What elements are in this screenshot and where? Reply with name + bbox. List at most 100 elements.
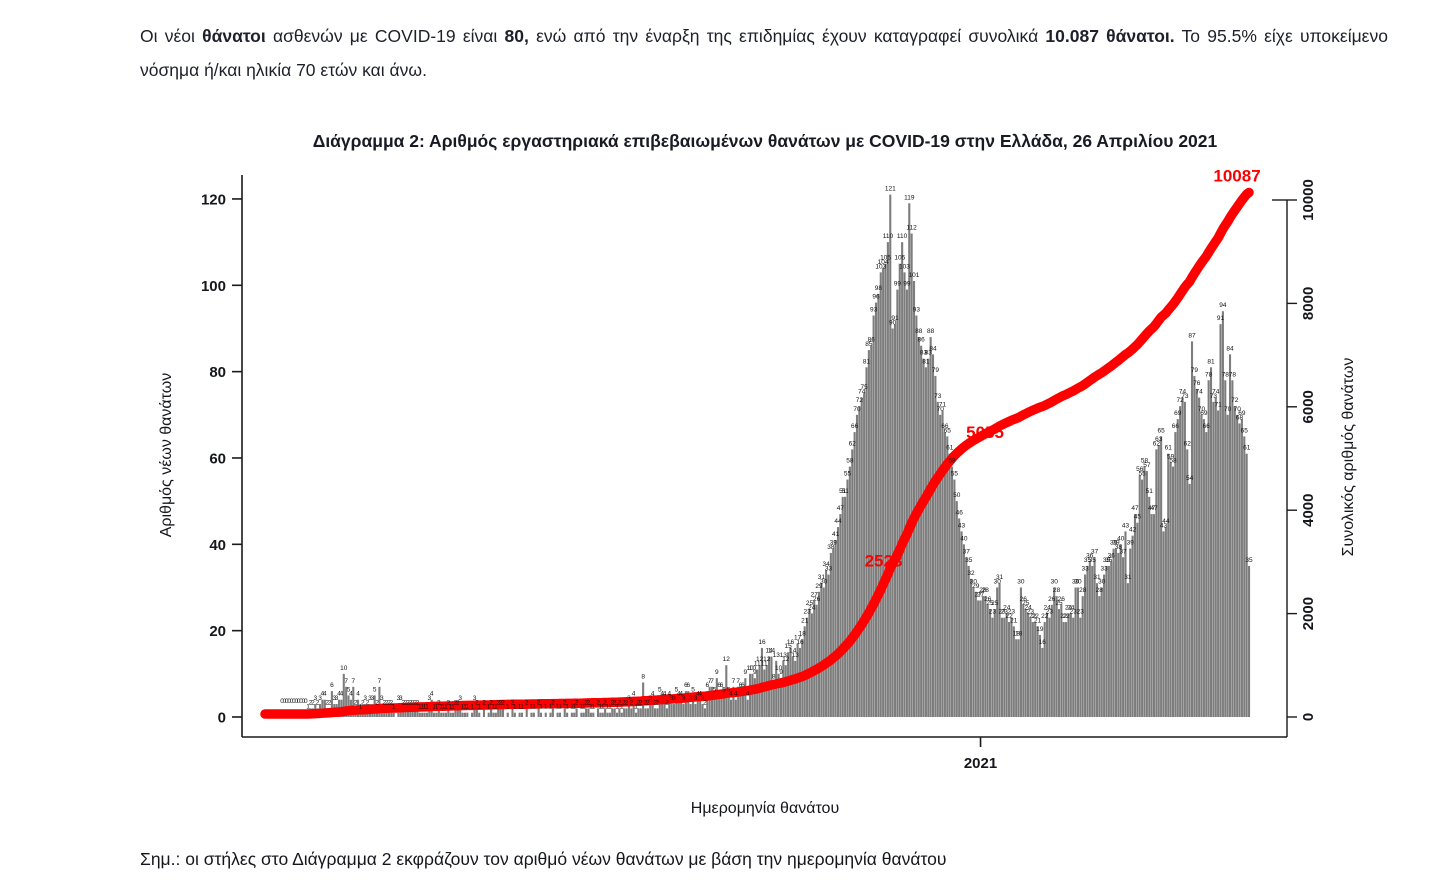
- intro-paragraph: Οι νέοι θάνατοι ασθενών με COVID-19 είνα…: [140, 19, 1388, 87]
- svg-text:2: 2: [456, 699, 460, 706]
- svg-text:2: 2: [511, 699, 515, 706]
- svg-text:69: 69: [1174, 410, 1182, 417]
- svg-text:1: 1: [477, 704, 481, 711]
- svg-text:2: 2: [328, 699, 332, 706]
- svg-text:45: 45: [1134, 514, 1142, 521]
- svg-text:93: 93: [913, 307, 921, 314]
- bar-value-labels: 0000000000012232344226334410754724123233…: [280, 186, 1253, 711]
- svg-text:35: 35: [1084, 557, 1092, 564]
- svg-text:5: 5: [722, 686, 726, 693]
- milestone-label-final: 10087: [1213, 167, 1260, 186]
- svg-text:3: 3: [627, 695, 631, 702]
- svg-text:1: 1: [306, 704, 310, 711]
- svg-text:66: 66: [851, 423, 859, 430]
- svg-text:81: 81: [863, 358, 871, 365]
- svg-text:6: 6: [705, 682, 709, 689]
- svg-text:70: 70: [1224, 406, 1232, 413]
- svg-text:30: 30: [1098, 579, 1106, 586]
- svg-text:70: 70: [1234, 406, 1242, 413]
- svg-text:62: 62: [1184, 440, 1192, 447]
- svg-text:3: 3: [694, 695, 698, 702]
- svg-text:31: 31: [1093, 574, 1101, 581]
- svg-text:2: 2: [625, 699, 629, 706]
- svg-text:96: 96: [872, 294, 880, 301]
- svg-text:4: 4: [349, 691, 353, 698]
- svg-text:65: 65: [944, 427, 952, 434]
- svg-text:42: 42: [1129, 527, 1137, 534]
- svg-text:19: 19: [1036, 626, 1044, 633]
- svg-text:1: 1: [558, 704, 562, 711]
- svg-text:5: 5: [675, 686, 679, 693]
- svg-text:31: 31: [996, 574, 1004, 581]
- svg-text:1: 1: [487, 704, 491, 711]
- svg-text:6: 6: [686, 682, 690, 689]
- svg-text:37: 37: [1119, 548, 1127, 555]
- svg-text:72: 72: [856, 397, 864, 404]
- svg-text:79: 79: [1191, 367, 1199, 374]
- svg-text:23: 23: [803, 609, 811, 616]
- svg-text:25: 25: [1055, 600, 1063, 607]
- svg-text:0: 0: [287, 698, 291, 705]
- svg-text:58: 58: [1169, 458, 1177, 465]
- svg-text:66: 66: [1172, 423, 1180, 430]
- svg-text:1: 1: [420, 704, 424, 711]
- svg-text:1: 1: [606, 704, 610, 711]
- svg-text:1: 1: [418, 704, 422, 711]
- svg-text:2: 2: [413, 699, 417, 706]
- left-axis-tick-label: 0: [218, 710, 226, 727]
- svg-text:99: 99: [903, 281, 911, 288]
- svg-text:4: 4: [677, 691, 681, 698]
- svg-text:69: 69: [1200, 410, 1208, 417]
- left-axis-tick-label: 80: [209, 364, 226, 381]
- svg-text:4: 4: [660, 691, 664, 698]
- svg-text:24: 24: [1043, 604, 1051, 611]
- axes: 0204060801001200200040006000800010000202…: [201, 175, 1317, 772]
- svg-text:58: 58: [1141, 458, 1149, 465]
- intro-text-segment: θάνατοι: [202, 26, 266, 46]
- svg-text:2: 2: [482, 699, 486, 706]
- svg-text:18: 18: [1015, 630, 1023, 637]
- svg-text:10: 10: [775, 665, 783, 672]
- svg-text:39: 39: [1110, 540, 1118, 547]
- svg-text:18: 18: [1013, 630, 1021, 637]
- svg-text:1: 1: [549, 704, 553, 711]
- right-axis-tick-label: 4000: [1300, 494, 1317, 527]
- svg-text:94: 94: [1219, 302, 1227, 309]
- svg-text:39: 39: [1112, 540, 1120, 547]
- svg-text:16: 16: [796, 639, 804, 646]
- svg-text:11: 11: [761, 661, 768, 668]
- svg-text:3: 3: [458, 695, 462, 702]
- svg-text:3: 3: [335, 695, 339, 702]
- svg-text:1: 1: [615, 704, 619, 711]
- svg-text:23: 23: [989, 609, 997, 616]
- svg-text:33: 33: [1081, 566, 1089, 573]
- svg-text:2: 2: [361, 699, 365, 706]
- svg-text:3: 3: [701, 695, 705, 702]
- svg-text:40: 40: [960, 535, 968, 542]
- svg-text:44: 44: [1162, 518, 1170, 525]
- svg-text:5: 5: [373, 686, 377, 693]
- left-axis-tick-label: 100: [201, 278, 226, 295]
- svg-text:37: 37: [1091, 548, 1099, 555]
- svg-text:91: 91: [891, 315, 899, 322]
- svg-text:1: 1: [580, 704, 584, 711]
- svg-text:59: 59: [1167, 453, 1175, 460]
- svg-text:1: 1: [359, 704, 363, 711]
- svg-text:81: 81: [1207, 358, 1215, 365]
- svg-text:55: 55: [844, 471, 852, 478]
- svg-text:2: 2: [639, 699, 643, 706]
- svg-text:90: 90: [889, 320, 897, 327]
- svg-text:85: 85: [865, 341, 873, 348]
- svg-text:14: 14: [768, 648, 776, 655]
- svg-text:2: 2: [603, 699, 607, 706]
- svg-text:1: 1: [451, 704, 455, 711]
- right-axis-title: Συνολικός αριθμός θανάτων: [1340, 358, 1357, 557]
- svg-text:2: 2: [618, 699, 622, 706]
- svg-text:3: 3: [682, 695, 686, 702]
- svg-text:0: 0: [294, 698, 298, 705]
- svg-text:74: 74: [1212, 389, 1220, 396]
- right-axis-tick-label: 2000: [1300, 597, 1317, 630]
- svg-text:22: 22: [1060, 613, 1068, 620]
- svg-text:2: 2: [537, 699, 541, 706]
- intro-text-segment: ενώ από την έναρξη της επιδημίας έχουν κ…: [528, 26, 1046, 46]
